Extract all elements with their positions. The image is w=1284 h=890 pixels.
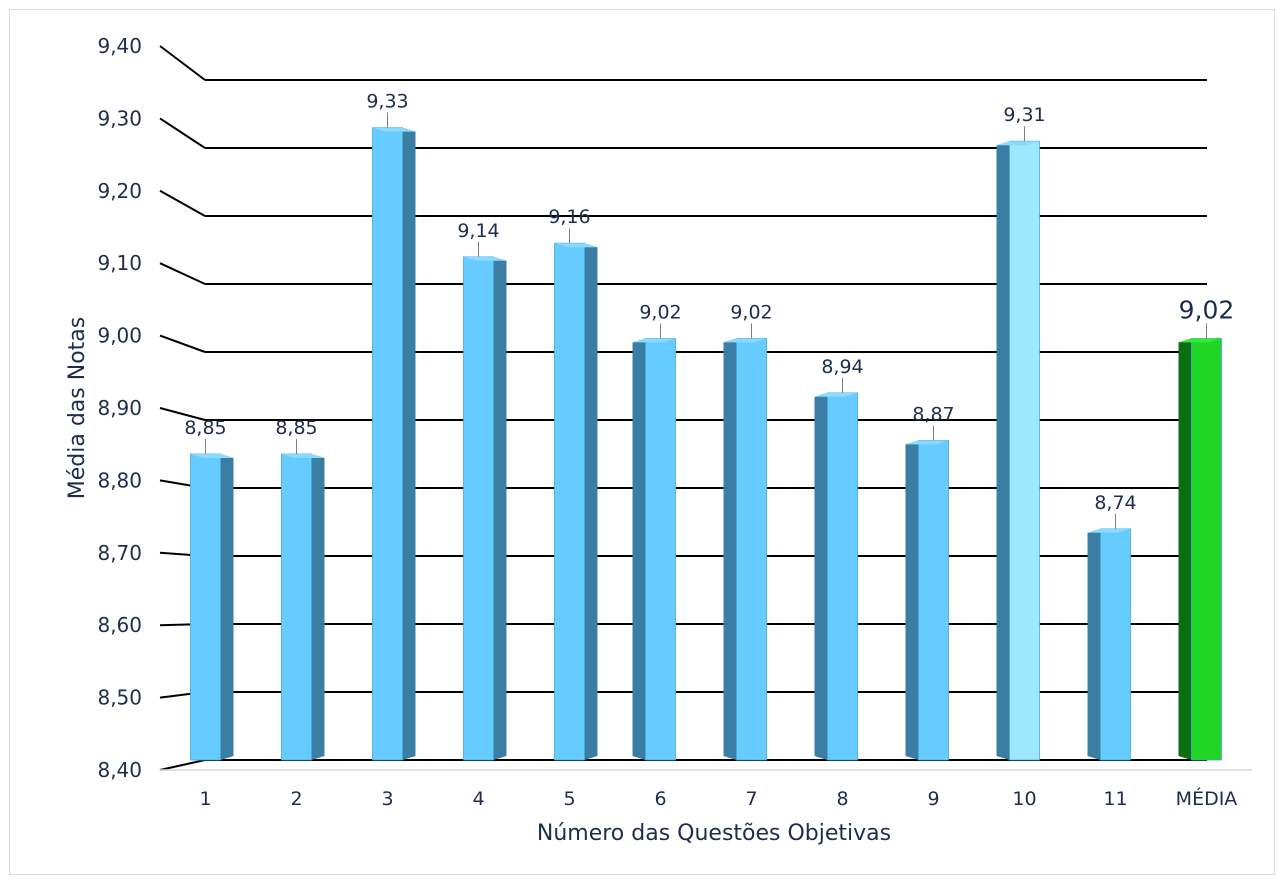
bar-top-7 <box>723 338 767 343</box>
bar-10 <box>1009 140 1040 761</box>
data-label-MÉDIA: 9,02 <box>1179 295 1235 324</box>
bar-side-9 <box>905 440 919 760</box>
bar-top-8 <box>814 392 858 397</box>
y-axis-tick-labels: 8,40 8,50 8,60 8,70 8,80 8,90 9,00 9,10 9,20 9,30… <box>97 34 142 782</box>
y-tick-label: 9,30 <box>97 106 142 130</box>
x-tick-label-7: 7 <box>745 788 757 810</box>
gridline-connector <box>159 759 206 771</box>
x-tick-label-5: 5 <box>563 788 575 810</box>
data-label-7: 9,02 <box>730 301 772 323</box>
data-label-5: 9,16 <box>548 206 590 228</box>
data-label-11: 8,74 <box>1094 492 1136 514</box>
gridline-connector <box>159 189 206 217</box>
x-tick-label-9: 9 <box>927 788 939 810</box>
bar-side-2 <box>311 454 325 760</box>
y-axis-title: Média das Notas <box>65 317 90 499</box>
y-tick-label: 8,80 <box>97 468 142 492</box>
y-tick-label: 9,10 <box>97 251 142 275</box>
data-label-1: 8,85 <box>184 417 226 439</box>
y-tick-label: 8,70 <box>97 541 142 565</box>
data-label-9: 8,87 <box>912 403 954 425</box>
y-tick-label: 8,40 <box>97 758 142 782</box>
bar-side-MÉDIA <box>1178 338 1192 760</box>
bar-side-7 <box>723 338 737 760</box>
bar-top-1 <box>190 454 234 458</box>
bar-side-10 <box>996 141 1010 760</box>
bar-6 <box>645 337 676 761</box>
gridline-connector <box>159 407 206 421</box>
bar-side-4 <box>493 256 507 760</box>
y-tick-label: 9,20 <box>97 179 142 203</box>
gridline-connector <box>159 334 206 353</box>
bar-top-9 <box>905 440 949 445</box>
x-tick-label-8: 8 <box>836 788 848 810</box>
x-axis-category-labels: 1 2 3 4 5 6 7 8 9 10 11 MÉDIA <box>199 787 1237 810</box>
x-tick-label-11: 11 <box>1103 788 1127 810</box>
x-tick-label-6: 6 <box>654 788 666 810</box>
bar-top-10 <box>996 141 1040 146</box>
x-tick-label-4: 4 <box>472 788 484 810</box>
gridline-connector <box>159 45 206 81</box>
data-label-6: 9,02 <box>639 301 681 323</box>
bar-side-8 <box>814 392 828 760</box>
gridline-connector <box>159 262 206 285</box>
x-tick-label-MÉDIA: MÉDIA <box>1176 787 1238 810</box>
bar-1 <box>190 453 221 761</box>
y-tick-label: 9,00 <box>97 324 142 348</box>
bar-side-3 <box>402 127 416 761</box>
bar-top-5 <box>554 243 598 248</box>
x-tick-label-2: 2 <box>290 788 302 810</box>
bar-side-1 <box>220 454 234 760</box>
bar-7 <box>736 337 767 761</box>
x-tick-label-1: 1 <box>199 788 211 810</box>
bar-top-4 <box>463 256 507 261</box>
bar-side-6 <box>632 338 646 760</box>
bar-top-6 <box>632 338 676 343</box>
bar-top-11 <box>1087 528 1131 533</box>
bar-8 <box>827 392 858 761</box>
y-tick-label: 8,60 <box>97 613 142 637</box>
bar-side-11 <box>1087 528 1101 760</box>
gridline-connector <box>159 117 206 149</box>
chart-border <box>9 9 1275 875</box>
data-label-8: 8,94 <box>821 356 863 378</box>
bar-9 <box>918 439 949 761</box>
bar-side-5 <box>584 243 598 760</box>
bar-2 <box>281 453 312 761</box>
y-tick-label: 9,40 <box>97 34 142 58</box>
x-tick-label-10: 10 <box>1012 788 1036 810</box>
y-tick-label: 8,50 <box>97 686 142 710</box>
bar-top-MÉDIA <box>1178 338 1222 343</box>
data-label-2: 8,85 <box>275 417 317 439</box>
x-tick-label-3: 3 <box>381 788 393 810</box>
bar-5 <box>554 242 585 761</box>
data-label-10: 9,31 <box>1003 104 1045 126</box>
y-tick-label: 8,90 <box>97 396 142 420</box>
bars <box>190 127 1222 761</box>
data-label-4: 9,14 <box>457 220 499 242</box>
bar-11 <box>1100 528 1131 761</box>
x-axis-title: Número das Questões Objetivas <box>537 821 891 846</box>
data-labels: 8,85 8,85 9,33 9,14 9,16 9,02 9,02 8,94 8,87 9,31… <box>184 91 1234 529</box>
bar-top-2 <box>281 454 325 458</box>
bar-top-3 <box>372 127 416 132</box>
gridlines <box>159 45 1207 771</box>
data-label-3: 9,33 <box>366 91 408 113</box>
bar-4 <box>463 256 494 761</box>
